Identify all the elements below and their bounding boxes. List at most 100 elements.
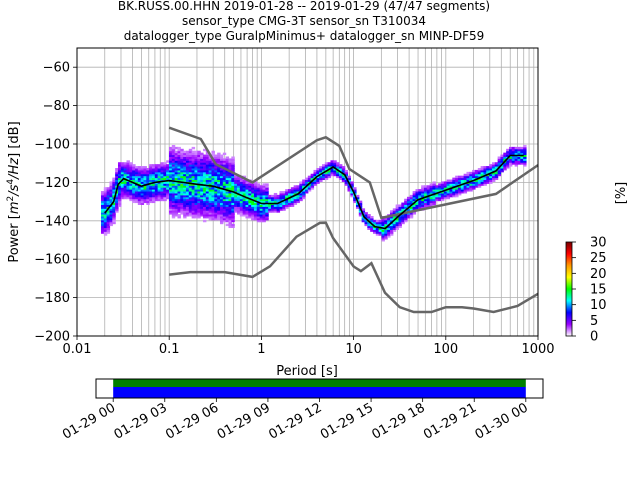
heatmap-cell [256,185,261,188]
heatmap-cell [100,191,105,194]
heatmap-cell [333,162,337,165]
heatmap-cell [245,214,249,217]
heatmap-cell [137,175,142,179]
heatmap-cell [228,158,232,161]
heatmap-cell [151,200,156,204]
heatmap-cell [341,179,346,182]
heatmap-cell [183,189,187,192]
heatmap-cell [115,192,119,196]
heatmap-cell [120,192,125,196]
colorbar-label: [%] [614,182,629,205]
heatmap-cell [236,206,241,209]
heatmap-cell [299,198,303,202]
heatmap-cell [143,173,147,177]
heatmap-cell [500,158,504,161]
heatmap-cell [126,191,130,194]
heatmap-cell [200,168,204,171]
heatmap-cell [126,168,130,171]
heatmap-cell [443,192,448,196]
heatmap-cell [157,179,162,182]
heatmap-cell [132,196,136,200]
heatmap-cell [324,162,329,165]
heatmap-cell [109,216,113,219]
heatmap-cell [313,179,317,182]
heatmap-cell [123,183,128,186]
heatmap-cell [149,179,153,182]
heatmap-cell [344,169,349,173]
heatmap-cell [140,189,145,192]
heatmap-cell [180,177,184,181]
heatmap-cell [163,166,167,169]
heatmap-cell [446,194,451,198]
heatmap-cell [225,216,230,219]
heatmap-cell [418,200,422,204]
heatmap-cell [171,166,176,169]
heatmap-cell [503,162,507,165]
heatmap-cell [228,164,232,167]
heatmap-cell [423,189,428,192]
heatmap-cell [494,173,499,177]
heatmap-cell [205,187,210,190]
heatmap-cell [228,223,232,227]
heatmap-cell [253,191,258,194]
heatmap-cell [426,200,431,204]
heatmap-cell [205,200,210,204]
heatmap-cell [259,208,264,211]
heatmap-cell [497,171,502,175]
heatmap-cell [163,185,167,188]
heatmap-cell [183,192,187,196]
heatmap-cell [228,194,232,198]
heatmap-cell [109,191,113,194]
heatmap-cell [245,200,249,204]
heatmap-cell [123,179,128,182]
heatmap-cell [194,150,198,154]
heatmap-cell [211,150,215,154]
heatmap-cell [194,196,198,200]
heatmap-cell [276,206,281,209]
heatmap-cell [225,191,230,194]
heatmap-cell [217,156,221,159]
heatmap-cell [375,223,380,227]
heatmap-cell [166,181,170,184]
heatmap-cell [231,210,235,213]
heatmap-cell [171,150,176,154]
heatmap-cell [364,219,368,223]
heatmap-cell [188,210,193,213]
heatmap-cell [378,219,383,223]
heatmap-cell [137,168,142,171]
heatmap-cell [452,177,456,181]
heatmap-cell [236,194,241,198]
heatmap-cell [389,210,394,213]
x-tick-label: 0.1 [159,342,180,357]
heatmap-cell [214,206,218,209]
heatmap-cell [231,187,235,190]
heatmap-cell [146,171,150,175]
heatmap-cell [327,169,332,173]
heatmap-cell [395,210,400,213]
heatmap-cell [316,177,320,181]
heatmap-cell [194,204,198,207]
heatmap-cell [506,150,510,154]
heatmap-cell [132,183,136,186]
heatmap-cell [197,169,201,173]
heatmap-cell [214,212,218,215]
heatmap-cell [452,191,456,194]
heatmap-cell [217,204,221,207]
heatmap-cell [168,146,173,150]
heatmap-cell [202,158,207,161]
heatmap-cell [251,183,255,186]
heatmap-cell [200,179,204,182]
heatmap-cell [392,219,397,223]
heatmap-cell [262,206,266,209]
heatmap-cell [500,154,504,157]
heatmap-cell [242,206,247,209]
heatmap-cell [375,219,380,223]
heatmap-cell [460,187,465,190]
heatmap-cell [205,192,210,196]
heatmap-cell [302,196,306,200]
heatmap-cell [251,200,255,204]
heatmap-cell [316,169,320,173]
heatmap-cell [117,202,122,205]
heatmap-cell [336,175,340,179]
heatmap-cell [219,156,224,159]
